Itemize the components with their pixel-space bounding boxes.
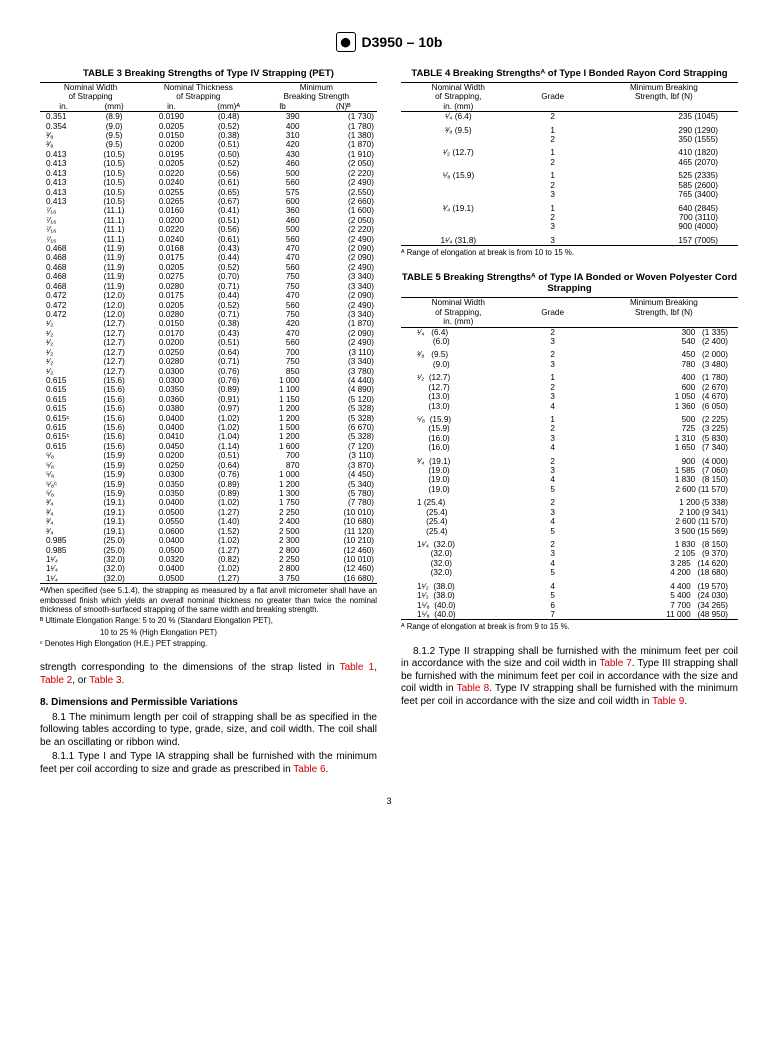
link-table2[interactable]: Table 2 [40, 675, 72, 686]
para-8-1: 8.1 The minimum length per coil of strap… [40, 712, 377, 750]
table3-footnote-c: ᶜ Denotes High Elongation (H.E.) PET str… [40, 639, 377, 648]
section-8-head: 8. Dimensions and Permissible Variations [40, 697, 377, 710]
page-header: ⬤ D3950 – 10b [40, 32, 738, 52]
lead-para: strength corresponding to the dimensions… [40, 662, 377, 687]
table5: Nominal Width Grade Minimum Breaking of … [401, 297, 738, 620]
para-8-1-1: 8.1.1 Type I and Type IA strapping shall… [40, 751, 377, 776]
page-number: 3 [40, 796, 738, 806]
table4-title: TABLE 4 Breaking Strengthsᴬ of Type I Bo… [401, 68, 738, 80]
para-8-1-2: 8.1.2 Type II strapping shall be furnish… [401, 646, 738, 709]
link-table6[interactable]: Table 6 [293, 764, 325, 775]
table3-footnote-b2: 10 to 25 % (High Elongation PET) [40, 628, 377, 637]
table3-footnote-b1: ᴮ Ultimate Elongation Range: 5 to 20 % (… [40, 616, 377, 625]
link-table3[interactable]: Table 3 [89, 675, 121, 686]
link-table9[interactable]: Table 9 [652, 696, 684, 707]
link-table8[interactable]: Table 8 [457, 683, 490, 694]
designation: D3950 – 10b [362, 34, 443, 50]
table5-footnote: ᴬ Range of elongation at break is from 9… [401, 622, 738, 631]
table3-title: TABLE 3 Breaking Strengths of Type IV St… [40, 68, 377, 80]
table4-footnote: ᴬ Range of elongation at break is from 1… [401, 248, 738, 257]
table3-footnote-a: ᴬWhen specified (see 5.1.4), the strappi… [40, 586, 377, 614]
table5-title: TABLE 5 Breaking Strengthsᴬ of Type IA B… [401, 272, 738, 296]
link-table7[interactable]: Table 7 [599, 658, 631, 669]
astm-logo: ⬤ [336, 32, 356, 52]
table3: Nominal Width Nominal Thickness Minimum … [40, 82, 377, 584]
link-table1[interactable]: Table 1 [340, 662, 375, 673]
table4: Nominal Width Grade Minimum Breaking of … [401, 82, 738, 246]
